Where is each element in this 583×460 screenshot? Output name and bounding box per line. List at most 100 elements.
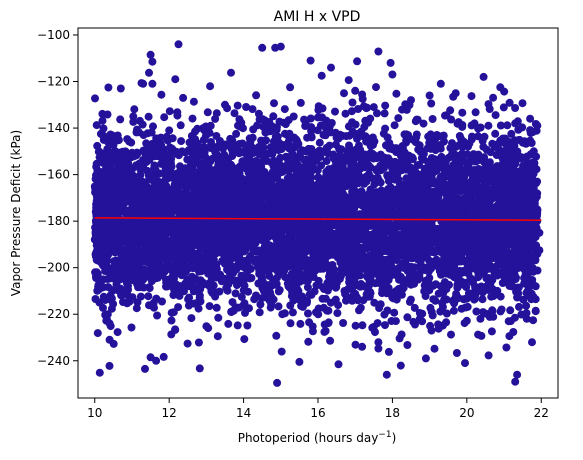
scatter-point [230,109,239,118]
scatter-point [344,76,353,85]
scatter-point [533,121,542,130]
scatter-point [314,304,323,313]
scatter-point [288,308,297,317]
scatter-point [191,145,200,154]
scatter-point [374,344,383,353]
scatter-point [167,316,176,325]
scatter-point [343,269,352,277]
scatter-point [136,171,145,179]
scatter-point [228,149,237,157]
scatter-point [111,147,119,155]
scatter-point [409,317,418,326]
scatter-point [157,90,166,99]
scatter-point [129,117,138,126]
scatter-point [484,121,493,130]
scatter-point [324,284,333,293]
scatter-point [171,325,180,334]
scatter-point [497,305,506,314]
scatter-point [446,106,455,115]
scatter-point [353,57,362,66]
scatter-point [460,319,469,328]
scatter-point [478,295,487,304]
scatter-point [199,135,208,144]
scatter-point [158,271,167,280]
scatter-point [214,313,223,322]
scatter-point [341,109,350,118]
scatter-point [240,335,249,344]
scatter-point [519,295,528,304]
scatter-point [487,292,496,301]
scatter-point [282,163,290,172]
scatter-point [202,322,211,331]
scatter-point [391,145,400,154]
scatter-point [314,276,323,285]
scatter-point [363,103,372,112]
scatter-point [479,308,487,317]
scatter-point [256,300,265,309]
scatter-point [212,109,221,118]
scatter-point [116,115,125,124]
scatter-point [499,103,508,112]
scatter-point [280,105,289,114]
scatter-point [366,200,375,209]
scatter-point [228,136,237,145]
scatter-point [529,316,538,325]
scatter-point [373,109,381,118]
scatter-point [372,83,380,92]
scatter-point [381,321,389,330]
scatter-point [303,256,312,265]
scatter-point [135,116,144,125]
scatter-point [132,304,141,313]
scatter-point [162,181,171,190]
scatter-point [370,298,379,307]
scatter-point [358,342,367,351]
scatter-point [95,368,104,377]
scatter-point [380,227,388,236]
scatter-point [296,319,305,328]
scatter-point [487,284,496,293]
scatter-point [129,112,138,121]
scatter-point [322,157,331,165]
scatter-point [419,119,428,128]
scatter-point [335,131,344,140]
scatter-point [476,314,485,323]
scatter-point [304,337,313,346]
scatter-point [253,121,262,130]
scatter-point [463,302,472,311]
scatter-point [255,308,264,317]
scatter-point [91,94,99,103]
scatter-point [431,280,440,289]
scatter-point [224,319,233,328]
scatter-point [428,311,437,320]
scatter-point [313,166,322,175]
scatter-point [159,352,168,361]
scatter-point [348,98,357,107]
scatter-point [297,302,306,310]
scatter-point [313,126,322,135]
scatter-point [513,147,522,156]
scatter-point [387,317,396,325]
scatter-point [384,347,393,356]
scatter-point [467,92,476,101]
scatter-point [334,301,343,310]
scatter-point [231,289,240,298]
scatter-point [201,122,210,131]
scatter-point [237,292,246,301]
scatter-point [415,262,424,271]
scatter-point [151,173,160,182]
scatter-point [374,47,383,56]
scatter-point [441,111,449,120]
scatter-point [165,107,174,116]
scatter-point [342,132,351,141]
scatter-point [354,105,363,113]
scatter-point [491,129,500,138]
scatter-point [376,300,385,309]
scatter-point [491,111,500,120]
scatter-point [324,306,333,315]
scatter-point [357,187,366,196]
scatter-point [390,308,399,317]
scatter-point [296,98,305,107]
scatter-point [147,128,156,137]
scatter-point [314,310,323,319]
scatter-point [194,338,203,347]
